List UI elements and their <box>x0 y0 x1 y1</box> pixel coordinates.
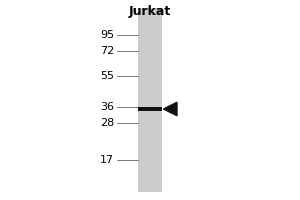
Text: 95: 95 <box>100 30 114 40</box>
Text: 28: 28 <box>100 118 114 128</box>
Bar <box>138 8 162 192</box>
Polygon shape <box>164 102 177 116</box>
Text: 17: 17 <box>100 155 114 165</box>
Text: 36: 36 <box>100 102 114 112</box>
Text: 55: 55 <box>100 71 114 81</box>
Text: 72: 72 <box>100 46 114 56</box>
Text: Jurkat: Jurkat <box>129 4 171 18</box>
Bar <box>138 107 162 111</box>
